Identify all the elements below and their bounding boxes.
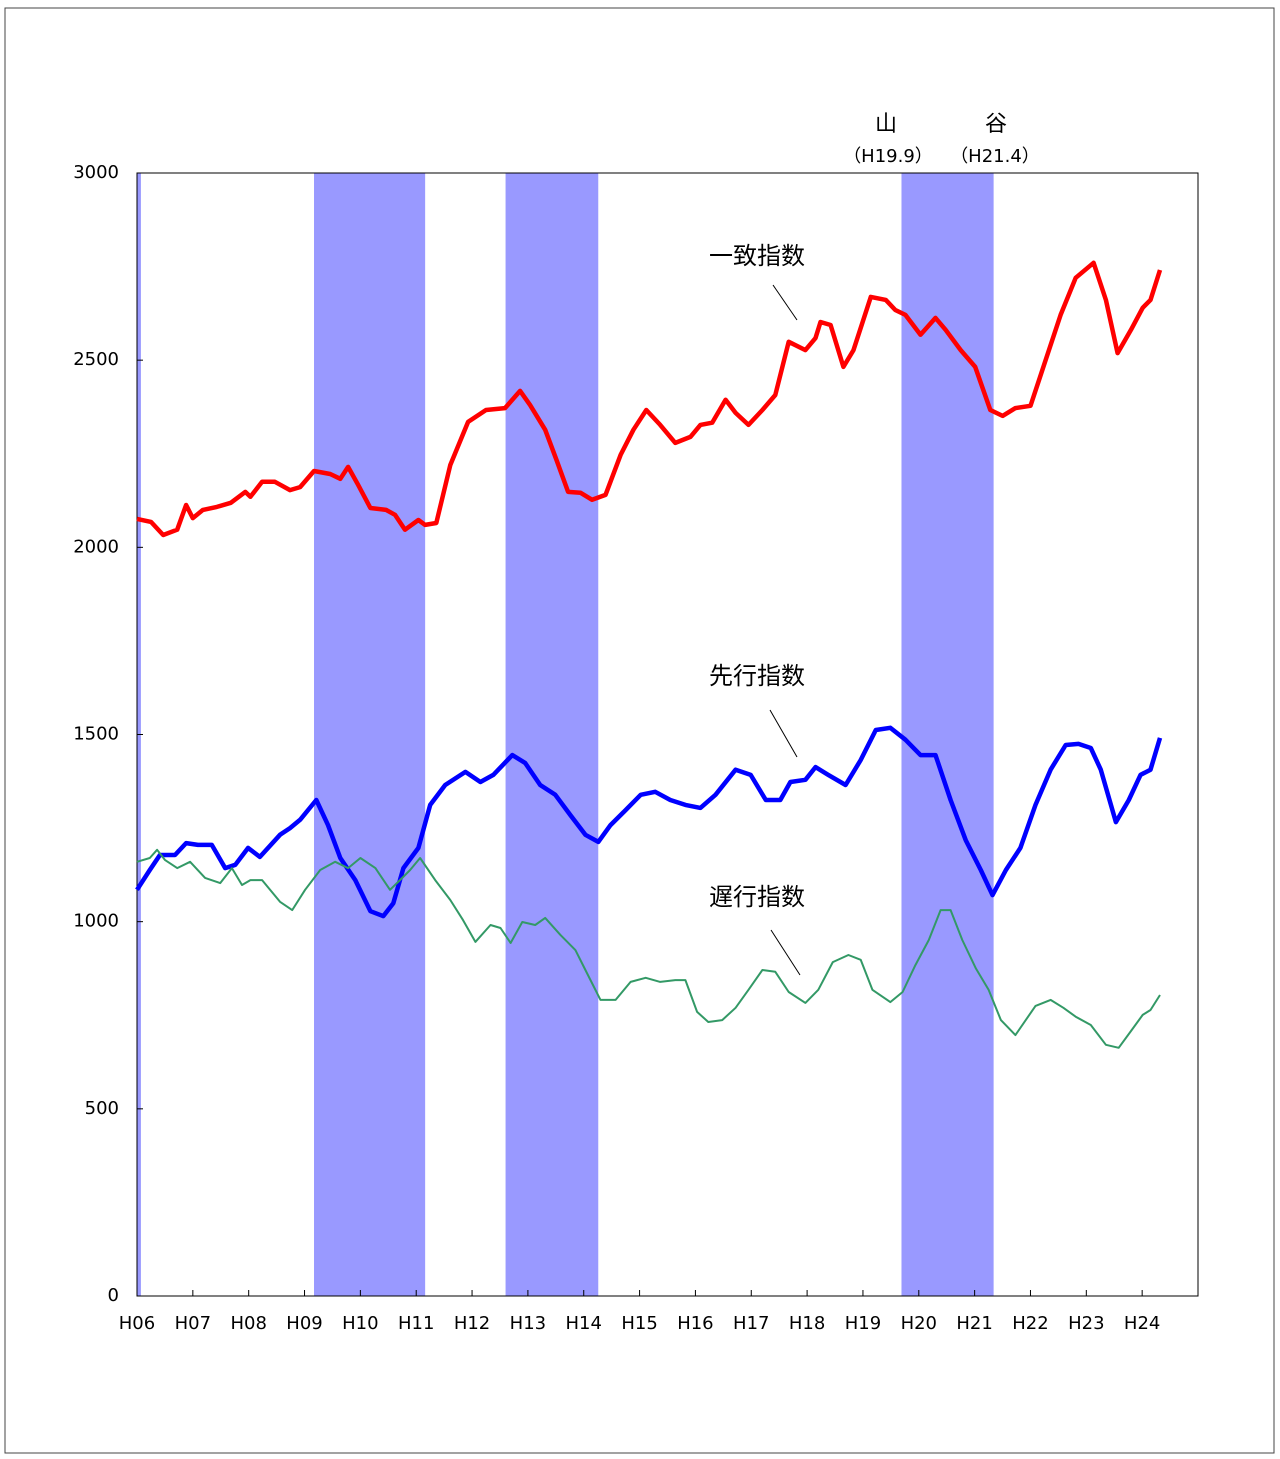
series-label: 先行指数 <box>709 662 805 690</box>
series-label: 一致指数 <box>709 242 805 270</box>
x-tick-label: H19 <box>845 1313 881 1334</box>
x-tick-label: H13 <box>510 1313 546 1334</box>
y-tick-label: 2500 <box>73 349 119 370</box>
x-tick-label: H16 <box>677 1313 713 1334</box>
x-tick-label: H08 <box>230 1313 266 1334</box>
y-tick-label: 0 <box>108 1285 119 1306</box>
annotation: （H21.4） <box>950 146 1040 167</box>
x-tick-label: H06 <box>119 1313 155 1334</box>
x-tick-label: H11 <box>398 1313 434 1334</box>
series-line <box>135 725 1163 919</box>
frame <box>4 7 1275 1454</box>
leader-line <box>770 929 801 976</box>
annotation: （H19.9） <box>843 146 933 167</box>
series-line <box>136 848 1161 1049</box>
x-tick-label: H12 <box>454 1313 490 1334</box>
series-line <box>136 260 1163 538</box>
annotation: 谷 <box>985 112 1007 137</box>
x-tick-label: H21 <box>956 1313 992 1334</box>
series-label: 遅行指数 <box>709 883 805 911</box>
x-tick-label: H10 <box>342 1313 378 1334</box>
plot-area <box>136 172 1199 1297</box>
x-tick-label: H18 <box>789 1313 825 1334</box>
leader-line <box>772 284 798 321</box>
x-tick-label: H15 <box>621 1313 657 1334</box>
x-tick-label: H09 <box>286 1313 322 1334</box>
leader-line <box>769 709 798 758</box>
recession-band <box>901 173 994 1296</box>
y-tick-label: 2000 <box>73 536 119 557</box>
x-tick-label: H23 <box>1068 1313 1104 1334</box>
recession-band <box>314 173 426 1296</box>
x-tick-label: H07 <box>175 1313 211 1334</box>
x-tick-label: H14 <box>566 1313 602 1334</box>
y-tick-label: 3000 <box>73 162 119 183</box>
recession-band <box>505 173 599 1296</box>
x-tick-label: H17 <box>733 1313 769 1334</box>
x-tick-label: H24 <box>1124 1313 1160 1334</box>
annotation: 山 <box>875 112 897 137</box>
y-tick-label: 1500 <box>73 724 119 745</box>
x-tick-label: H22 <box>1012 1313 1048 1334</box>
x-tick-label: H20 <box>901 1313 937 1334</box>
y-tick-label: 1000 <box>73 911 119 932</box>
y-tick-label: 500 <box>85 1098 119 1119</box>
